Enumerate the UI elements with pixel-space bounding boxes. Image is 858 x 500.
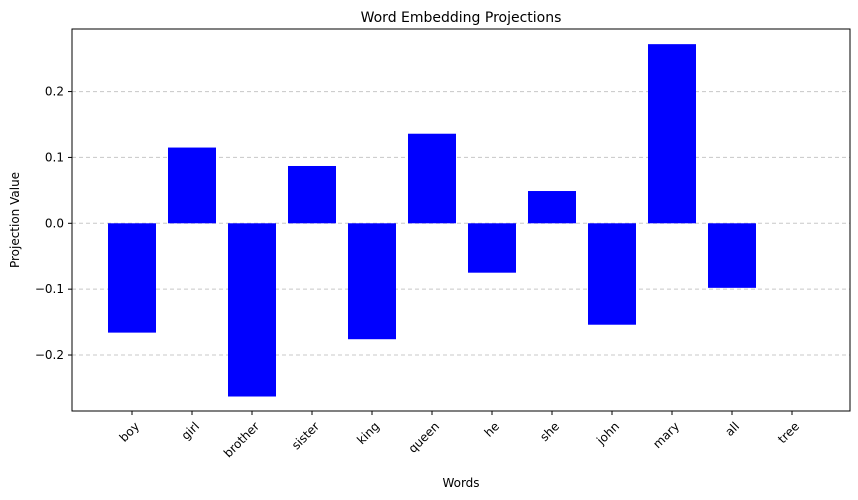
x-tick-label-sister: sister — [289, 419, 322, 452]
x-axis-ticks: boy girl brother sister king queen he she john ma… — [117, 411, 802, 460]
y-tick-label: −0.1 — [35, 282, 64, 296]
bar-brother — [228, 223, 276, 397]
bar-king — [348, 223, 396, 340]
bar-john — [588, 223, 636, 325]
x-tick-label-girl: girl — [179, 419, 202, 442]
x-tick-label-john: john — [593, 419, 622, 448]
bar-boy — [108, 223, 156, 333]
bar-mary — [648, 44, 696, 224]
x-tick-label-queen: queen — [406, 419, 442, 455]
x-tick-label-all: all — [722, 419, 742, 439]
chart-title: Word Embedding Projections — [361, 10, 562, 26]
bar-he — [468, 223, 516, 273]
plot-frame — [71, 28, 851, 412]
bars — [108, 44, 756, 397]
y-tick-label: 0.0 — [45, 216, 64, 230]
y-axis-ticks: −0.2 −0.1 0.0 0.1 0.2 — [35, 85, 72, 362]
x-tick-label-boy: boy — [117, 419, 143, 445]
bar-all — [708, 223, 756, 288]
x-tick-label-tree: tree — [775, 419, 802, 446]
bar-girl — [168, 147, 216, 224]
x-axis-label: Words — [442, 476, 479, 490]
bar-she — [528, 191, 576, 224]
y-tick-label: −0.2 — [35, 348, 64, 362]
bar-queen — [408, 133, 456, 224]
x-tick-label-king: king — [354, 419, 382, 447]
y-tick-label: 0.1 — [45, 150, 64, 164]
x-tick-label-he: he — [482, 419, 503, 440]
x-tick-label-brother: brother — [221, 419, 262, 460]
y-axis-label: Projection Value — [8, 172, 22, 268]
y-tick-label: 0.2 — [45, 85, 64, 99]
x-tick-label-mary: mary — [650, 419, 682, 451]
x-tick-label-she: she — [537, 419, 562, 444]
bar-sister — [288, 165, 336, 224]
